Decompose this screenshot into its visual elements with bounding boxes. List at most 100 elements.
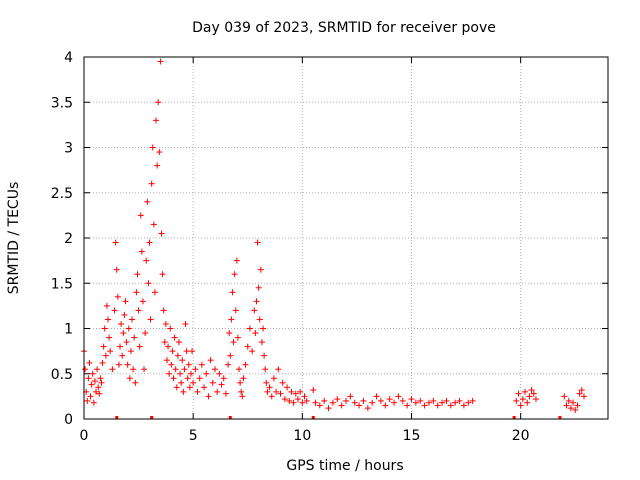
data-point — [189, 348, 196, 355]
data-point — [230, 339, 237, 346]
data-point — [227, 352, 234, 359]
data-point — [273, 388, 280, 395]
data-point — [301, 393, 308, 400]
data-point — [288, 388, 295, 395]
data-point — [158, 230, 165, 237]
data-point — [91, 377, 98, 384]
data-point — [141, 366, 148, 373]
y-tick-label: 4 — [64, 50, 73, 66]
data-point — [136, 343, 143, 350]
data-point — [421, 402, 428, 409]
data-point — [294, 396, 301, 403]
data-point — [519, 396, 526, 403]
data-point — [246, 325, 253, 332]
data-point — [452, 399, 459, 406]
data-point — [194, 388, 201, 395]
data-point — [262, 366, 269, 373]
data-point — [386, 396, 393, 403]
data-point — [165, 343, 172, 350]
data-point — [347, 393, 354, 400]
data-point — [161, 339, 168, 346]
data-point — [253, 298, 260, 305]
gap-marker — [150, 416, 154, 419]
data-point — [260, 325, 267, 332]
data-point — [85, 375, 92, 382]
data-point — [135, 307, 142, 314]
data-point — [284, 384, 291, 391]
data-point — [137, 212, 144, 219]
data-point — [89, 370, 96, 377]
data-point — [258, 339, 265, 346]
data-point — [382, 402, 389, 409]
data-point — [261, 352, 268, 359]
data-point — [87, 393, 94, 400]
data-point — [430, 397, 437, 404]
data-point — [292, 390, 299, 397]
x-tick-label: 10 — [293, 428, 311, 444]
data-point — [574, 402, 581, 409]
data-point — [522, 388, 529, 395]
data-point — [530, 390, 537, 397]
data-point — [325, 405, 332, 412]
data-point — [160, 307, 167, 314]
data-point — [207, 357, 214, 364]
data-point — [166, 370, 173, 377]
data-point — [239, 393, 246, 400]
data-point — [524, 399, 531, 406]
data-point — [263, 379, 270, 386]
data-point — [377, 397, 384, 404]
data-point — [190, 379, 197, 386]
gap-marker — [115, 416, 119, 419]
y-tick-label: 1.5 — [51, 276, 73, 292]
data-point — [567, 405, 574, 412]
data-point — [351, 399, 358, 406]
data-point — [321, 397, 328, 404]
y-tick-label: 3.5 — [51, 95, 73, 111]
data-point — [395, 393, 402, 400]
data-point — [404, 402, 411, 409]
data-point — [99, 359, 106, 366]
data-point — [187, 370, 194, 377]
data-point — [268, 393, 275, 400]
data-point — [460, 402, 467, 409]
data-point — [266, 384, 273, 391]
data-point — [439, 399, 446, 406]
data-point — [94, 366, 101, 373]
gap-markers — [115, 416, 562, 419]
data-point — [264, 388, 271, 395]
data-point — [329, 399, 336, 406]
data-point — [434, 402, 441, 409]
data-point — [186, 384, 193, 391]
data-point — [144, 198, 151, 205]
data-point — [369, 399, 376, 406]
data-point — [102, 352, 109, 359]
data-point — [167, 325, 174, 332]
data-point — [192, 366, 199, 373]
data-point — [151, 289, 158, 296]
data-point — [242, 361, 249, 368]
data-point — [232, 307, 239, 314]
data-point — [231, 271, 238, 278]
data-point — [408, 396, 415, 403]
data-point — [526, 393, 533, 400]
data-point — [125, 325, 132, 332]
data-point — [281, 396, 288, 403]
y-tick-label: 0.5 — [51, 367, 73, 383]
x-tick-label: 20 — [512, 428, 530, 444]
data-point — [513, 397, 520, 404]
data-point — [178, 379, 185, 386]
data-point — [360, 397, 367, 404]
data-point — [517, 402, 524, 409]
data-point — [168, 361, 175, 368]
data-point — [255, 284, 262, 291]
data-point — [169, 348, 176, 355]
data-point — [565, 397, 572, 404]
data-point — [121, 311, 128, 318]
data-point — [147, 316, 154, 323]
data-point — [103, 302, 110, 309]
y-tick-label: 2 — [64, 231, 73, 247]
data-point — [112, 239, 119, 246]
gap-marker — [228, 416, 232, 419]
data-point — [184, 375, 191, 382]
